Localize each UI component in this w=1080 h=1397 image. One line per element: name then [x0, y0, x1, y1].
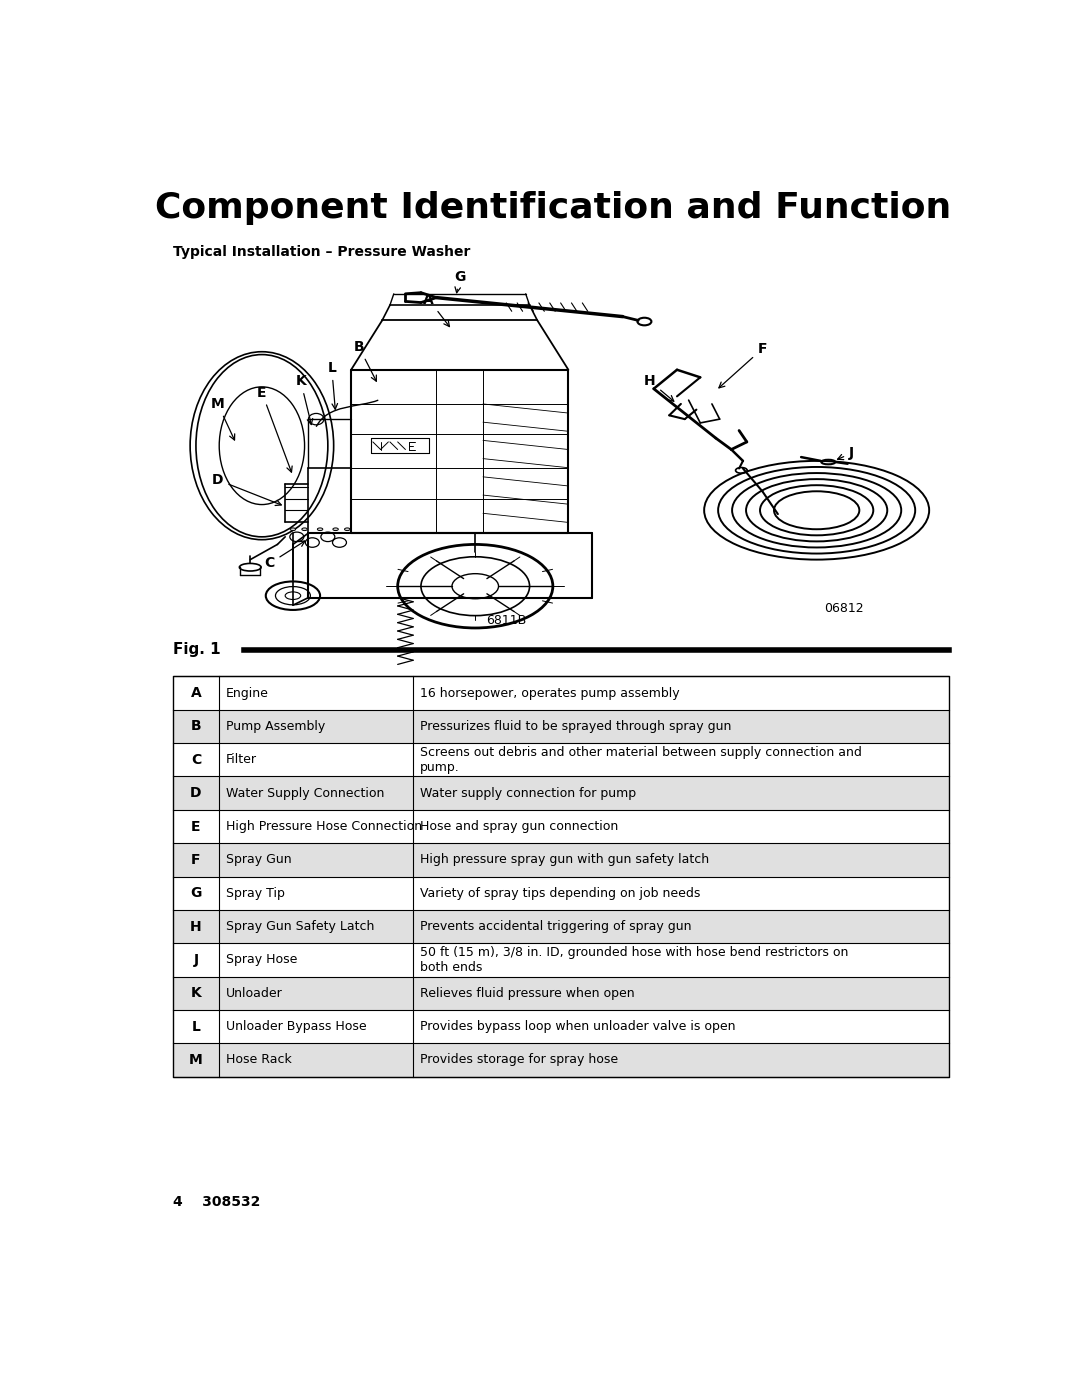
Text: Unloader: Unloader — [226, 986, 283, 1000]
Bar — [173, 777, 948, 810]
Bar — [173, 876, 948, 909]
Bar — [173, 977, 948, 1010]
Text: C: C — [265, 541, 305, 570]
Bar — [173, 810, 948, 844]
Text: Prevents accidental triggering of spray gun: Prevents accidental triggering of spray … — [420, 921, 691, 933]
Text: A: A — [190, 686, 201, 700]
Text: M: M — [189, 1053, 203, 1067]
Text: Provides bypass loop when unloader valve is open: Provides bypass loop when unloader valve… — [420, 1020, 735, 1032]
Text: Screens out debris and other material between supply connection and
pump.: Screens out debris and other material be… — [420, 746, 862, 774]
Text: D: D — [190, 787, 202, 800]
Text: Relieves fluid pressure when open: Relieves fluid pressure when open — [420, 986, 635, 1000]
Text: Spray Gun Safety Latch: Spray Gun Safety Latch — [226, 921, 375, 933]
Text: Variety of spray tips depending on job needs: Variety of spray tips depending on job n… — [420, 887, 700, 900]
Text: A: A — [423, 292, 449, 327]
Text: Hose and spray gun connection: Hose and spray gun connection — [420, 820, 618, 833]
Text: H: H — [644, 374, 674, 401]
Ellipse shape — [291, 528, 296, 531]
Bar — [173, 710, 948, 743]
Text: F: F — [191, 852, 201, 868]
Text: Filter: Filter — [226, 753, 257, 767]
Text: Water supply connection for pump: Water supply connection for pump — [420, 787, 636, 799]
Text: K: K — [295, 374, 313, 425]
Text: Pressurizes fluid to be sprayed through spray gun: Pressurizes fluid to be sprayed through … — [420, 719, 731, 733]
Text: L: L — [327, 360, 338, 409]
Text: E: E — [191, 820, 201, 834]
Ellipse shape — [318, 528, 323, 531]
Text: Water Supply Connection: Water Supply Connection — [226, 787, 384, 799]
Text: E: E — [257, 386, 293, 472]
Text: H: H — [190, 919, 202, 933]
Text: 4    308532: 4 308532 — [173, 1196, 260, 1210]
Bar — [173, 943, 948, 977]
Text: L: L — [191, 1020, 201, 1034]
Ellipse shape — [333, 528, 338, 531]
Bar — [173, 676, 948, 710]
Text: Spray Gun: Spray Gun — [226, 854, 292, 866]
Text: Engine: Engine — [226, 686, 269, 700]
Text: 50 ft (15 m), 3/8 in. ID, grounded hose with hose bend restrictors on
both ends: 50 ft (15 m), 3/8 in. ID, grounded hose … — [420, 946, 848, 974]
Text: Typical Installation – Pressure Washer: Typical Installation – Pressure Washer — [173, 244, 470, 258]
Bar — [173, 1010, 948, 1044]
Text: Spray Tip: Spray Tip — [226, 887, 285, 900]
Text: Unloader Bypass Hose: Unloader Bypass Hose — [226, 1020, 366, 1032]
Text: G: G — [190, 886, 202, 900]
Text: High Pressure Hose Connection: High Pressure Hose Connection — [226, 820, 422, 833]
Text: B: B — [353, 339, 377, 381]
Text: 6811B: 6811B — [486, 613, 526, 627]
Text: J: J — [193, 953, 199, 967]
Text: K: K — [190, 986, 201, 1000]
Text: Provides storage for spray hose: Provides storage for spray hose — [420, 1053, 618, 1066]
Text: 16 horsepower, operates pump assembly: 16 horsepower, operates pump assembly — [420, 686, 679, 700]
Bar — [173, 743, 948, 777]
Bar — [173, 844, 948, 876]
Bar — [173, 1044, 948, 1077]
Text: D: D — [212, 472, 281, 506]
Ellipse shape — [345, 528, 350, 531]
Bar — [173, 909, 948, 943]
Text: Spray Hose: Spray Hose — [226, 953, 297, 967]
Text: B: B — [191, 719, 201, 733]
Text: J: J — [838, 446, 854, 460]
Ellipse shape — [301, 528, 308, 531]
Text: Component Identification and Function: Component Identification and Function — [156, 191, 951, 225]
Text: Pump Assembly: Pump Assembly — [226, 719, 325, 733]
Text: 06812: 06812 — [824, 602, 864, 616]
Bar — [173, 676, 948, 1077]
Text: G: G — [454, 270, 465, 293]
Text: M: M — [211, 397, 234, 440]
Text: C: C — [191, 753, 201, 767]
Text: High pressure spray gun with gun safety latch: High pressure spray gun with gun safety … — [420, 854, 708, 866]
Text: F: F — [719, 342, 767, 388]
Text: Hose Rack: Hose Rack — [226, 1053, 292, 1066]
Text: Fig. 1: Fig. 1 — [173, 643, 220, 657]
